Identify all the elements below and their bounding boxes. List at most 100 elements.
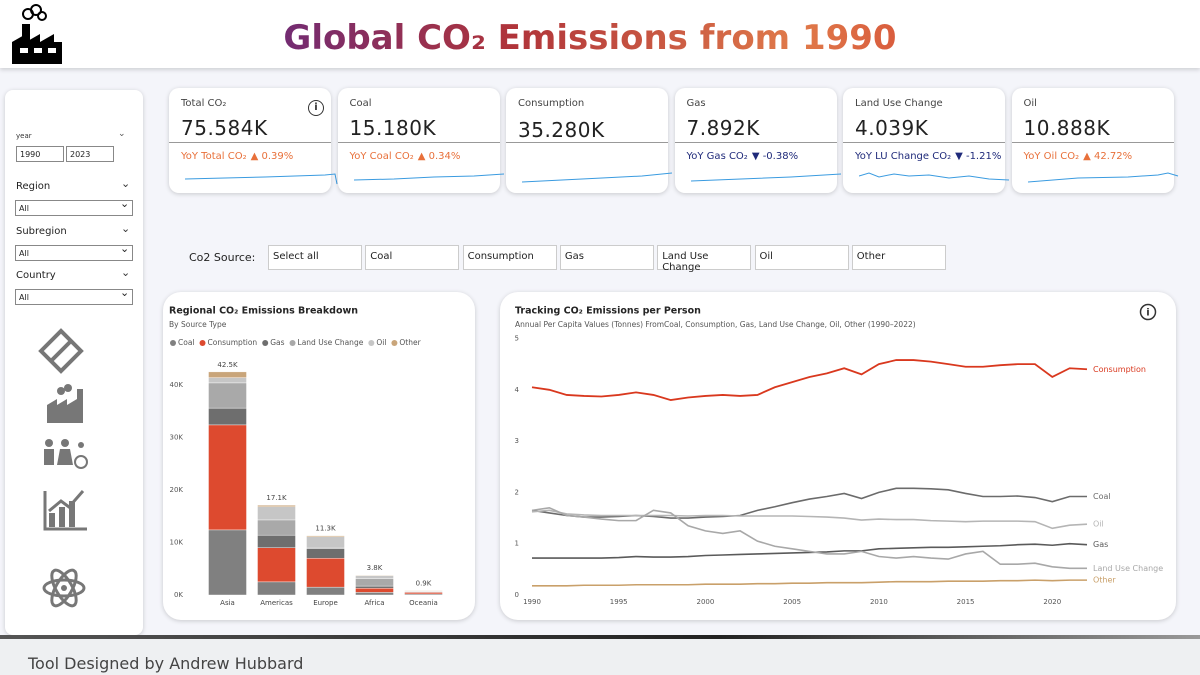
source-option[interactable]: Oil [754, 245, 849, 270]
chevron: ⌄ [118, 129, 126, 139]
dropdown-label: Country [16, 270, 56, 281]
total-label: 3.8K [367, 564, 383, 572]
y-tick-label: 0K [174, 591, 183, 599]
kpi-yoy: YoY Oil CO₂ ▲ 42.72% [1024, 151, 1133, 162]
kpi-label: Total CO₂ [181, 98, 227, 109]
bar-segment [404, 592, 443, 595]
bar-segment [306, 558, 345, 588]
bar-segment [306, 547, 345, 549]
kpi-label: Consumption [518, 98, 585, 109]
kpi-divider [843, 142, 1005, 143]
bar-segment [306, 535, 345, 537]
bar-segment [257, 505, 296, 508]
kpi-card[interactable]: Coal 15.180K YoY Coal CO₂ ▲ 0.34% [337, 88, 504, 193]
yoy-label: YoY LU Change CO₂ [855, 151, 952, 162]
total-label: 11.3K [315, 525, 336, 533]
year-from[interactable]: 1990 [16, 146, 64, 162]
bar-segment [208, 371, 247, 378]
x-tick-label: 2020 [1043, 598, 1061, 606]
series-end-label: Land Use Change [1093, 564, 1163, 573]
bar-segment [208, 382, 247, 409]
chart-card [500, 292, 1176, 620]
legend-label: Consumption [208, 338, 258, 347]
source-option[interactable]: Other [851, 245, 946, 270]
y-tick-label: 40K [170, 381, 184, 389]
chevron: ⌄ [121, 266, 131, 279]
kpi-card[interactable]: Total CO₂ 75.584K YoY Total CO₂ ▲ 0.39% i [169, 88, 338, 193]
kpi-divider [674, 142, 837, 143]
sparkline [859, 172, 1010, 181]
x-tick-label: 1995 [610, 598, 628, 606]
bar-segment [208, 424, 247, 531]
kpi-label: Land Use Change [855, 98, 943, 109]
x-tick-label: 2010 [870, 598, 888, 606]
bar-segment [257, 581, 296, 596]
legend-marker [289, 340, 296, 346]
filter-panel: year ⌄ 1990 2023 Region ⌄ All ⌄ Subregion ⌄ All ⌄ Co… [5, 90, 143, 635]
dropdown-label: Region [16, 181, 51, 192]
bar-segment [257, 547, 296, 583]
sparkline-path [185, 173, 338, 185]
sparkline [353, 173, 504, 181]
legend-marker [170, 340, 176, 346]
y-tick-label: 30K [170, 434, 184, 442]
yoy-label: YoY Coal CO₂ [349, 151, 414, 162]
header: Global CO₂ Emissions from 1990 [0, 0, 1200, 68]
yoy-value: ▲ 0.39% [250, 151, 294, 162]
source-option[interactable]: Land Use Change [657, 245, 752, 273]
bar-segment [306, 586, 345, 596]
x-tick-label: Asia [220, 599, 235, 607]
x-tick-label: 2005 [783, 598, 801, 606]
y-tick-label: 3 [515, 437, 519, 445]
chevron: ⌄ [121, 221, 131, 235]
kpi-card[interactable]: Consumption 35.280K [506, 88, 673, 193]
dropdown[interactable]: All ⌄ [15, 242, 133, 261]
series-line [531, 359, 1088, 401]
legend-label: Coal [178, 338, 195, 347]
kpi-card[interactable]: Land Use Change 4.039K YoY LU Change CO₂ ▼ … [843, 88, 1010, 193]
kpi-value: 7.892K [686, 116, 760, 140]
sparkline-path [1027, 172, 1178, 183]
chart-subtitle: Annual Per Capita Values (Tonnes) FromCo… [515, 320, 916, 329]
info-icon[interactable]: i [308, 100, 324, 116]
y-tick-label: 1 [515, 540, 519, 548]
sparkline [185, 173, 338, 185]
bar-segment [208, 377, 247, 384]
series-end-label: Gas [1093, 540, 1108, 549]
bar-segment [404, 590, 443, 592]
bar-segment [208, 529, 247, 596]
info-icon-glyph: i [1146, 308, 1149, 319]
title: Global CO₂ Emissions from 1990 [0, 18, 1140, 58]
dropdown[interactable]: All ⌄ [15, 286, 133, 305]
year-to[interactable]: 2023 [66, 146, 114, 162]
source-option[interactable]: Gas [559, 245, 654, 270]
series-end-label: Consumption [1093, 365, 1146, 374]
bar-segment [306, 548, 345, 559]
kpi-card[interactable]: Gas 7.892K YoY Gas CO₂ ▼ -0.38% [674, 88, 841, 193]
bar-segment [306, 536, 345, 548]
x-tick-label: Americas [260, 599, 293, 607]
chevron: ⌄ [121, 177, 131, 190]
yoy-label: YoY Gas CO₂ [686, 151, 748, 162]
series-end-label: Coal [1093, 492, 1111, 501]
y-tick-label: 4 [515, 386, 520, 394]
kpi-yoy: YoY Total CO₂ ▲ 0.39% [181, 151, 293, 162]
sparkline-path [690, 173, 841, 182]
kpi-yoy: YoY Coal CO₂ ▲ 0.34% [350, 151, 461, 162]
sparkline [1027, 172, 1178, 183]
kpi-card[interactable]: Oil 10.888K YoY Oil CO₂ ▲ 42.72% [1011, 88, 1178, 193]
kpi-value: 35.280K [518, 118, 605, 142]
sparkline-path [353, 173, 504, 181]
source-option[interactable]: Select all [268, 245, 362, 270]
footer-bar [0, 635, 1200, 639]
source-option[interactable]: Consumption [462, 245, 557, 270]
kpi-yoy: YoY LU Change CO₂ ▼ -1.21% [855, 151, 1001, 162]
bar-segment [355, 578, 394, 587]
yoy-value: ▲ 0.34% [417, 151, 461, 162]
kpi-value: 15.180K [349, 116, 437, 140]
source-option[interactable]: Coal [365, 245, 460, 270]
yoy-value: ▲ 42.72% [1083, 151, 1133, 162]
legend-marker [391, 340, 398, 346]
dropdown[interactable]: All ⌄ [15, 197, 133, 216]
